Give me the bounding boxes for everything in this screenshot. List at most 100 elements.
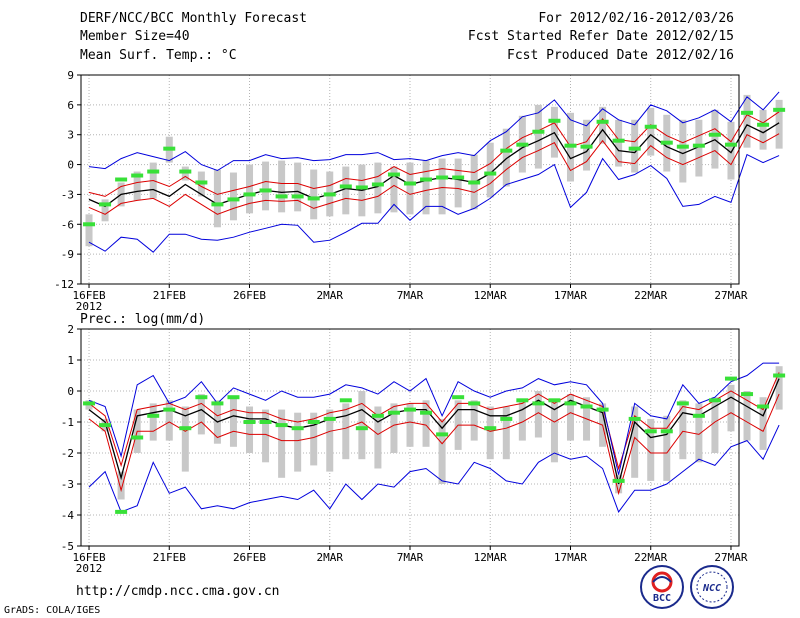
lower-outer-band-line: [88, 424, 780, 513]
observed-marker: [227, 197, 240, 202]
observed-marker: [484, 426, 497, 431]
y-tick-label: -12: [54, 278, 74, 291]
observed-marker: [564, 401, 577, 406]
observed-marker: [628, 416, 641, 421]
spread-bar: [246, 164, 254, 214]
observed-marker: [420, 177, 433, 182]
spread-bar: [165, 400, 173, 441]
observed-marker: [741, 110, 754, 115]
spread-bar: [390, 403, 398, 453]
observed-marker: [692, 143, 705, 148]
observed-marker: [115, 509, 128, 514]
spread-bar: [374, 406, 382, 469]
lower-inner-band-line: [88, 133, 780, 215]
observed-marker: [500, 416, 513, 421]
spread-bar: [326, 409, 334, 472]
x-tick-label: 26FEB: [233, 289, 266, 302]
observed-marker: [548, 118, 561, 123]
spread-bar: [262, 161, 270, 211]
x-tick-label: 21FEB: [153, 551, 186, 564]
x-tick-label: 16FEB: [72, 289, 105, 302]
spread-bar: [101, 199, 109, 222]
observed-marker: [676, 144, 689, 149]
observed-marker: [275, 194, 288, 199]
observed-marker: [516, 398, 529, 403]
spread-bar: [278, 160, 286, 213]
observed-marker: [179, 426, 192, 431]
spread-bar: [550, 400, 558, 463]
spread-bar: [679, 400, 687, 460]
observed-marker: [757, 122, 770, 127]
observed-marker: [211, 202, 224, 207]
observed-marker: [500, 148, 513, 153]
upper-inner-band-line: [88, 372, 780, 471]
spread-bar: [294, 412, 302, 472]
x-tick-label: 16FEB: [72, 551, 105, 564]
precipitation-panel: -5 -4 -3 -2 -1 0 1 2 16FEB 21FEB 26FEB 2MAR 7MAR 12MA…: [61, 323, 786, 575]
observed-marker: [131, 435, 144, 440]
spread-bar: [743, 94, 751, 148]
lower-outer-band-line: [88, 153, 780, 253]
observed-marker: [99, 202, 112, 207]
x-tick-label: 2MAR: [317, 289, 344, 302]
observed-marker: [596, 407, 609, 412]
ncc-logo: NCC: [690, 565, 734, 609]
observed-marker: [387, 410, 400, 415]
observed-marker: [452, 395, 465, 400]
observed-marker: [420, 410, 433, 415]
observed-marker: [163, 146, 176, 151]
observed-marker: [131, 173, 144, 178]
spread-bar: [133, 171, 141, 201]
x-tick-label: 7MAR: [397, 551, 424, 564]
spread-bar: [695, 119, 703, 177]
observed-marker: [516, 142, 529, 147]
spread-bar: [438, 418, 446, 484]
observed-marker: [404, 181, 416, 186]
y-tick-label: 1: [67, 354, 74, 367]
temperature-panel: -12 -9 -6 -3 0 3 6 9 16FEB 21FEB 26FEB 2MAR 7MAR 12MA…: [54, 69, 786, 313]
observed-marker: [291, 426, 304, 431]
bcc-logo-text: BCC: [653, 593, 671, 604]
observed-marker: [339, 398, 352, 403]
spread-bar: [422, 160, 430, 215]
spread-bar: [615, 119, 623, 167]
member-size: Member Size=40: [80, 29, 190, 44]
observed-marker: [195, 180, 208, 185]
observed-marker: [644, 429, 657, 434]
observed-marker: [468, 180, 481, 185]
x-year-label: 2012: [76, 562, 103, 575]
spread-bar: [278, 409, 286, 478]
x-year-label: 2012: [76, 300, 103, 313]
observed-marker: [323, 416, 336, 421]
x-tick-label: 27MAR: [714, 289, 747, 302]
spread-bar: [85, 214, 93, 247]
y-tick-label: 0: [67, 385, 74, 398]
spread-bar: [518, 400, 526, 441]
x-tick-label: 27MAR: [714, 551, 747, 564]
observed-marker: [243, 192, 256, 197]
spread-bar: [759, 109, 767, 150]
spread-bar: [679, 119, 687, 183]
figure-title: DERF/NCC/BCC Monthly Forecast: [80, 11, 307, 26]
observed-marker: [259, 420, 272, 424]
observed-marker: [436, 432, 449, 437]
observed-marker: [404, 407, 416, 412]
observed-marker: [371, 413, 384, 418]
observed-marker: [163, 407, 176, 412]
spread-bar: [502, 406, 510, 460]
observed-marker: [724, 376, 737, 381]
observed-marker: [291, 194, 304, 199]
observed-marker: [468, 401, 481, 406]
observed-marker: [387, 172, 400, 177]
forecast-period: For 2012/02/16-2012/03/26: [538, 11, 734, 26]
observed-marker: [644, 124, 657, 129]
observed-marker: [99, 423, 112, 428]
observed-marker: [548, 398, 561, 403]
fcst-produced-date: Fcst Produced Date 2012/02/16: [507, 48, 734, 63]
observed-marker: [436, 175, 449, 180]
x-tick-label: 22MAR: [634, 289, 667, 302]
observed-marker: [773, 107, 786, 112]
spread-bar: [775, 366, 783, 410]
y-tick-label: -4: [61, 509, 75, 522]
